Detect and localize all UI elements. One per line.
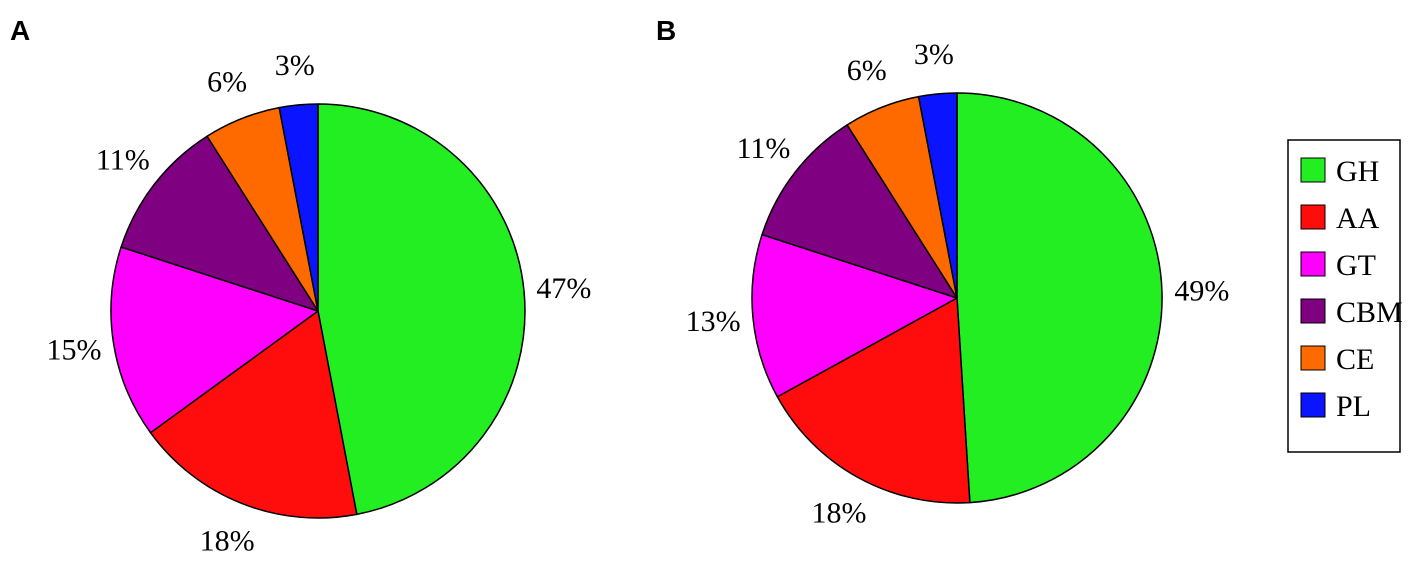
slice-label-b-ce: 6% — [847, 54, 887, 87]
slice-label-a-gh: 47% — [536, 272, 591, 305]
slice-label-a-aa: 18% — [200, 525, 255, 558]
slice-a-gt — [110, 246, 319, 434]
slice-b-pl — [917, 92, 958, 299]
legend-frame — [1287, 139, 1401, 453]
slice-label-b-aa: 18% — [812, 497, 867, 530]
legend-label-cbm: CBM — [1336, 296, 1403, 329]
legend-swatch-gt — [1300, 251, 1326, 277]
legend-label-gt: GT — [1336, 249, 1376, 282]
slice-a-cbm — [120, 135, 319, 312]
legend: GH AA GT CBM CE PL — [1287, 139, 1403, 453]
legend-swatch-aa — [1300, 204, 1326, 230]
panel-label-b: B — [656, 15, 676, 46]
slice-label-a-pl: 3% — [275, 49, 315, 82]
legend-swatch-pl — [1300, 392, 1326, 418]
pie-chart-a: 47% 18% 15% 11% 6% 3% — [47, 49, 592, 558]
slice-label-b-pl: 3% — [914, 38, 954, 71]
slice-label-a-cbm: 11% — [96, 144, 150, 177]
slice-label-a-gt: 15% — [47, 334, 102, 367]
slice-a-aa — [149, 310, 358, 519]
slice-label-a-ce: 6% — [207, 65, 247, 98]
slice-label-b-cbm: 11% — [736, 132, 790, 165]
slice-a-gh — [317, 103, 526, 516]
legend-label-pl: PL — [1336, 390, 1371, 423]
legend-label-aa: AA — [1336, 202, 1380, 235]
legend-label-ce: CE — [1336, 343, 1374, 376]
slice-a-pl — [278, 103, 319, 312]
legend-label-gh: GH — [1336, 155, 1379, 188]
slice-b-cbm — [761, 124, 958, 299]
slice-b-gh — [956, 92, 1163, 504]
pie-chart-b: 49% 18% 13% 11% 6% 3% — [686, 38, 1230, 530]
slice-label-b-gt: 13% — [686, 305, 741, 338]
legend-swatch-cbm — [1300, 298, 1326, 324]
slice-b-gt — [751, 233, 958, 398]
legend-swatch-ce — [1300, 345, 1326, 371]
slice-label-b-gh: 49% — [1174, 274, 1229, 307]
panel-label-a: A — [10, 15, 30, 46]
slice-b-aa — [776, 297, 971, 504]
legend-swatch-gh — [1300, 157, 1326, 183]
